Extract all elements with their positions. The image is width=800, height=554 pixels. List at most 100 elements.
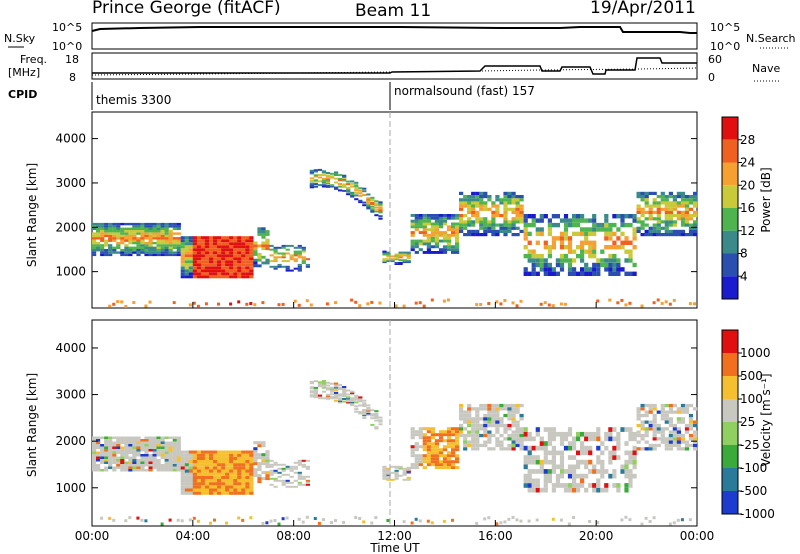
backscatter-cell [120, 230, 125, 233]
backscatter-cell [112, 469, 117, 472]
backscatter-cell [281, 483, 286, 486]
backscatter-cell [180, 463, 185, 467]
backscatter-cell [200, 251, 206, 255]
ground-scatter-cell [100, 516, 104, 520]
backscatter-cell [584, 218, 589, 223]
backscatter-cell [354, 191, 359, 194]
backscatter-cell [200, 485, 206, 489]
backscatter-cell [503, 407, 508, 411]
backscatter-cell [543, 469, 548, 474]
backscatter-cell [104, 249, 109, 252]
backscatter-cell [237, 239, 242, 243]
backscatter-cell [96, 459, 101, 462]
backscatter-cell [366, 202, 371, 205]
backscatter-cell [184, 475, 189, 479]
backscatter-cell [559, 240, 565, 245]
backscatter-cell [217, 275, 222, 279]
backscatter-cell [511, 430, 516, 434]
backscatter-cell [555, 222, 560, 228]
backscatter-cell [628, 258, 633, 263]
backscatter-cell [693, 440, 698, 444]
backscatter-cell [612, 222, 617, 228]
backscatter-cell [463, 437, 468, 441]
backscatter-cell [592, 271, 597, 276]
backscatter-cell [426, 439, 431, 443]
backscatter-cell [632, 464, 637, 470]
backscatter-cell [152, 436, 157, 439]
backscatter-cell [342, 400, 347, 403]
backscatter-cell [124, 227, 129, 230]
backscatter-cell [567, 267, 573, 272]
backscatter-cell [495, 204, 500, 208]
backscatter-cell [164, 249, 169, 252]
backscatter-cell [467, 217, 472, 221]
backscatter-cell [305, 465, 310, 468]
backscatter-cell [547, 245, 552, 250]
backscatter-cell [346, 400, 351, 403]
backscatter-cell [418, 433, 423, 437]
backscatter-cell [430, 225, 435, 229]
backscatter-cell [539, 469, 544, 474]
backscatter-cell [576, 218, 581, 223]
backscatter-cell [297, 250, 302, 253]
backscatter-cell [438, 433, 444, 437]
backscatter-cell [531, 218, 536, 223]
backscatter-cell [693, 433, 698, 438]
backscatter-cell [584, 227, 589, 232]
backscatter-cell [164, 241, 169, 245]
ground-scatter-cell [358, 517, 362, 520]
ground-scatter-cell [430, 521, 434, 525]
backscatter-cell [572, 473, 577, 479]
backscatter-cell [378, 419, 383, 422]
backscatter-cell [495, 198, 500, 202]
backscatter-cell [200, 488, 206, 492]
freq-panel [91, 52, 698, 80]
backscatter-cell [418, 248, 423, 252]
backscatter-cell [608, 245, 613, 250]
backscatter-cell [475, 220, 480, 224]
backscatter-cell [656, 437, 661, 441]
backscatter-cell [297, 254, 302, 257]
backscatter-cell [446, 454, 452, 458]
ground-scatter-cell [475, 521, 479, 525]
backscatter-cell [386, 472, 391, 475]
backscatter-cell [249, 245, 254, 249]
backscatter-cell [245, 469, 250, 473]
backscatter-cell [362, 402, 367, 405]
backscatter-cell [245, 275, 250, 279]
backscatter-cell [346, 401, 351, 404]
backscatter-cell [362, 405, 367, 407]
backscatter-cell [152, 451, 157, 454]
backscatter-cell [301, 465, 306, 468]
backscatter-cell [668, 410, 673, 414]
backscatter-cell [358, 189, 363, 192]
station-title: Prince George (fitACF) [92, 0, 281, 18]
backscatter-cell [184, 485, 189, 489]
backscatter-cell [414, 448, 419, 452]
backscatter-cell [467, 420, 472, 424]
backscatter-cell [160, 444, 165, 447]
backscatter-cell [446, 236, 452, 240]
backscatter-cell [100, 251, 105, 254]
backscatter-cell [265, 450, 270, 454]
backscatter-cell [402, 259, 407, 262]
backscatter-cell [192, 239, 197, 243]
backscatter-cell [152, 444, 157, 447]
backscatter-cell [640, 214, 645, 218]
backscatter-cell [451, 442, 456, 446]
backscatter-cell [233, 472, 238, 476]
backscatter-cell [225, 482, 230, 486]
backscatter-cell [200, 275, 206, 279]
backscatter-cell [378, 217, 383, 220]
backscatter-cell [334, 397, 339, 400]
backscatter-cell [225, 266, 230, 270]
backscatter-cell [184, 269, 189, 273]
backscatter-cell [277, 265, 282, 268]
backscatter-cell [309, 391, 314, 394]
backscatter-cell [519, 447, 524, 451]
backscatter-cell [370, 414, 375, 417]
backscatter-cell [394, 262, 399, 264]
backscatter-cell [313, 183, 318, 186]
backscatter-cell [221, 482, 226, 486]
backscatter-cell [438, 239, 444, 243]
